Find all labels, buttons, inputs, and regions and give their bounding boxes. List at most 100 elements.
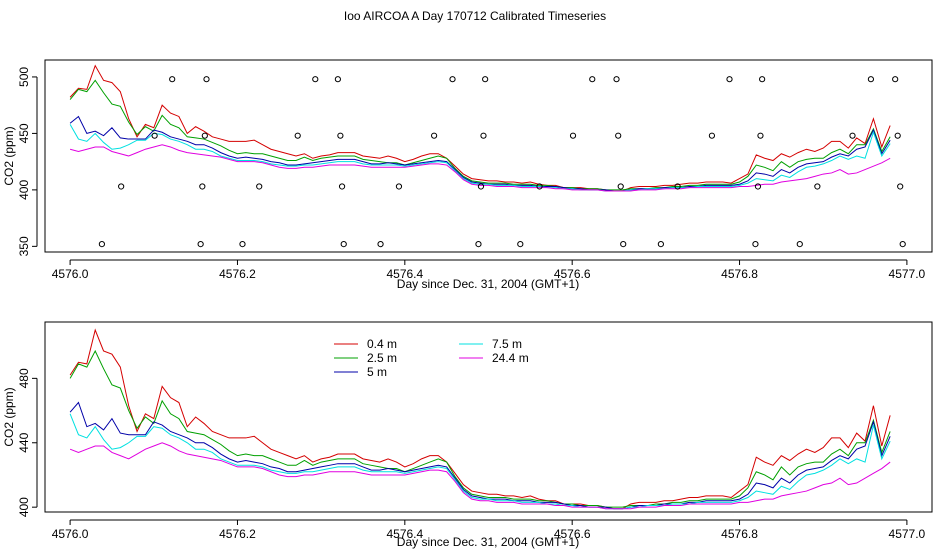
calibration-point: [569, 132, 577, 139]
calibration-point: [617, 183, 624, 190]
top-y-tick-label: 500: [17, 67, 31, 87]
calibration-point: [377, 240, 384, 248]
calibration-point: [431, 132, 438, 139]
calibration-point: [169, 76, 176, 83]
calibration-point: [201, 132, 208, 139]
legend-label-7-5m: 7.5 m: [492, 337, 522, 351]
top-x-tick-label: 4576.6: [554, 267, 591, 281]
bottom-panel-y-axis: 400 440 480: [17, 368, 38, 517]
calibration-point: [536, 183, 543, 190]
legend-label-2-5m: 2.5 m: [367, 351, 397, 365]
top-panel-ylabel: CO2 (ppm): [2, 126, 16, 185]
bottom-x-tick-label: 4577.0: [889, 527, 926, 541]
calibration-point: [151, 132, 158, 139]
calibration-point: [754, 183, 762, 190]
legend-label-5m: 5 m: [367, 365, 387, 379]
legend-label-24-4m: 24.4 m: [492, 351, 529, 365]
bottom-y-tick-label: 440: [17, 432, 31, 452]
bottom-series-line-24-4m: [69, 442, 891, 510]
top-x-tick-label: 4576.2: [219, 267, 256, 281]
bottom-panel-frame: [44, 321, 933, 513]
calibration-point: [340, 240, 347, 248]
bottom-series-line-2-5m: [69, 349, 891, 508]
bottom-y-tick-label: 400: [17, 497, 31, 517]
calibration-point: [256, 183, 263, 190]
bottom-panel: 4576.0 4576.2 4576.4 4576.6 4576.8 4577.0 400…: [2, 321, 933, 549]
calibration-point: [752, 240, 759, 248]
top-panel-y-axis: 350 400 450 500: [17, 67, 38, 256]
top-y-tick-label: 450: [17, 123, 31, 143]
legend-label-0-4m: 0.4 m: [367, 337, 397, 351]
calibration-point: [338, 183, 346, 190]
top-panel-series: [69, 64, 891, 192]
calibration-point: [395, 183, 403, 190]
calibration-point: [867, 76, 875, 83]
top-series-line-0-4m: [69, 64, 891, 192]
calibration-point: [657, 240, 664, 248]
bottom-x-tick-label: 4576.4: [386, 527, 423, 541]
bottom-panel-series: [69, 328, 891, 510]
top-panel-calibration-points: [98, 76, 906, 248]
top-x-tick-label: 4576.0: [52, 267, 89, 281]
top-panel: 4576.0 4576.2 4576.4 4576.6 4576.8 4577.0 350…: [2, 59, 933, 291]
top-panel-frame: [44, 59, 933, 253]
calibration-point: [708, 132, 716, 139]
calibration-point: [449, 76, 456, 83]
calibration-point: [726, 76, 733, 83]
top-series-line-24-4m: [69, 144, 891, 192]
calibration-point: [199, 183, 206, 190]
calibration-point: [475, 240, 482, 248]
bottom-y-tick-label: 480: [17, 368, 31, 388]
calibration-point: [849, 132, 856, 139]
bottom-x-tick-label: 4576.6: [554, 527, 591, 541]
calibration-point: [98, 240, 106, 248]
calibration-point: [312, 76, 319, 83]
calibration-point: [759, 76, 766, 83]
calibration-point: [757, 132, 764, 139]
calibration-point: [239, 240, 246, 248]
top-y-tick-label: 350: [17, 236, 31, 256]
calibration-point: [294, 132, 301, 139]
calibration-point: [796, 240, 803, 248]
bottom-series-line-5m: [69, 401, 891, 510]
bottom-x-tick-label: 4576.0: [52, 527, 89, 541]
legend: 0.4 m2.5 m5 m 7.5 m24.4 m: [334, 337, 529, 379]
top-x-tick-label: 4577.0: [889, 267, 926, 281]
calibration-point: [613, 76, 620, 83]
calibration-point: [589, 76, 596, 83]
top-series-line-2-5m: [69, 79, 891, 191]
bottom-series-line-7-5m: [69, 413, 891, 510]
bottom-x-tick-label: 4576.2: [219, 527, 256, 541]
calibration-point: [482, 76, 489, 83]
calibration-point: [674, 183, 681, 190]
calibration-point: [894, 132, 901, 139]
calibration-point: [814, 183, 821, 190]
calibration-point: [620, 240, 627, 248]
calibration-point: [203, 76, 210, 83]
calibration-point: [337, 132, 344, 139]
calibration-point: [480, 132, 487, 139]
calibration-point: [897, 183, 904, 190]
bottom-panel-xlabel: Day since Dec. 31, 2004 (GMT+1): [397, 535, 579, 549]
top-panel-x-axis: 4576.0 4576.2 4576.4 4576.6 4576.8 4577.0: [52, 259, 926, 281]
calibration-point: [197, 240, 204, 248]
calibration-point: [892, 76, 899, 83]
top-series-line-5m: [69, 115, 891, 192]
bottom-panel-x-axis: 4576.0 4576.2 4576.4 4576.6 4576.8 4577.0: [52, 519, 926, 541]
calibration-point: [334, 76, 341, 83]
top-y-tick-label: 400: [17, 180, 31, 200]
figure-title: Ioo AIRCOA A Day 170712 Calibrated Times…: [344, 9, 606, 23]
top-panel-xlabel: Day since Dec. 31, 2004 (GMT+1): [397, 277, 579, 291]
calibration-point: [118, 183, 125, 190]
top-x-tick-label: 4576.8: [721, 267, 758, 281]
calibration-point: [517, 240, 524, 248]
bottom-series-line-0-4m: [69, 328, 891, 510]
calibration-point: [615, 132, 622, 139]
calibration-point: [899, 240, 906, 248]
bottom-x-tick-label: 4576.8: [721, 527, 758, 541]
bottom-panel-ylabel: CO2 (ppm): [2, 387, 16, 446]
top-x-tick-label: 4576.4: [386, 267, 423, 281]
calibration-point: [477, 183, 485, 190]
